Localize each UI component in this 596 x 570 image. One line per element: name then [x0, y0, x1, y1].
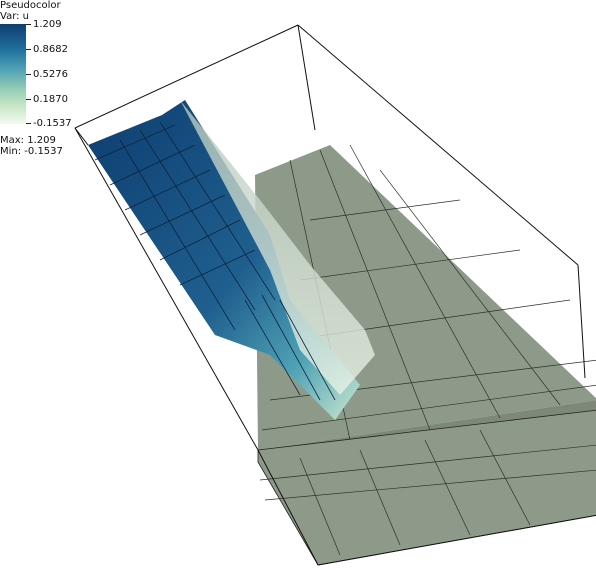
bounding-box-back	[74, 24, 579, 451]
legend-max: Max: 1.209	[0, 135, 56, 146]
colorbar-tick	[26, 123, 31, 124]
legend-min: Min: -0.1537	[0, 146, 63, 157]
legend-tick-label: 0.5276	[33, 69, 68, 80]
bounding-box-front	[74, 127, 596, 566]
legend-tick-label: 1.209	[33, 19, 62, 30]
pseudocolor-surface	[88, 100, 375, 420]
colorbar-tick	[26, 24, 31, 25]
colorbar	[0, 24, 26, 124]
colorbar-tick	[26, 49, 31, 50]
colorbar-tick	[26, 74, 31, 75]
legend-tick-label: 0.8682	[33, 44, 68, 55]
colorbar-tick	[26, 99, 31, 100]
legend-tick-label: -0.1537	[33, 118, 72, 129]
legend-variable: Var: u	[0, 11, 30, 22]
legend-tick-label: 0.1870	[33, 94, 68, 105]
legend-title: Pseudocolor	[0, 0, 61, 11]
color-legend: Pseudocolor Var: u 1.209 0.8682 0.5276 0…	[0, 0, 110, 170]
